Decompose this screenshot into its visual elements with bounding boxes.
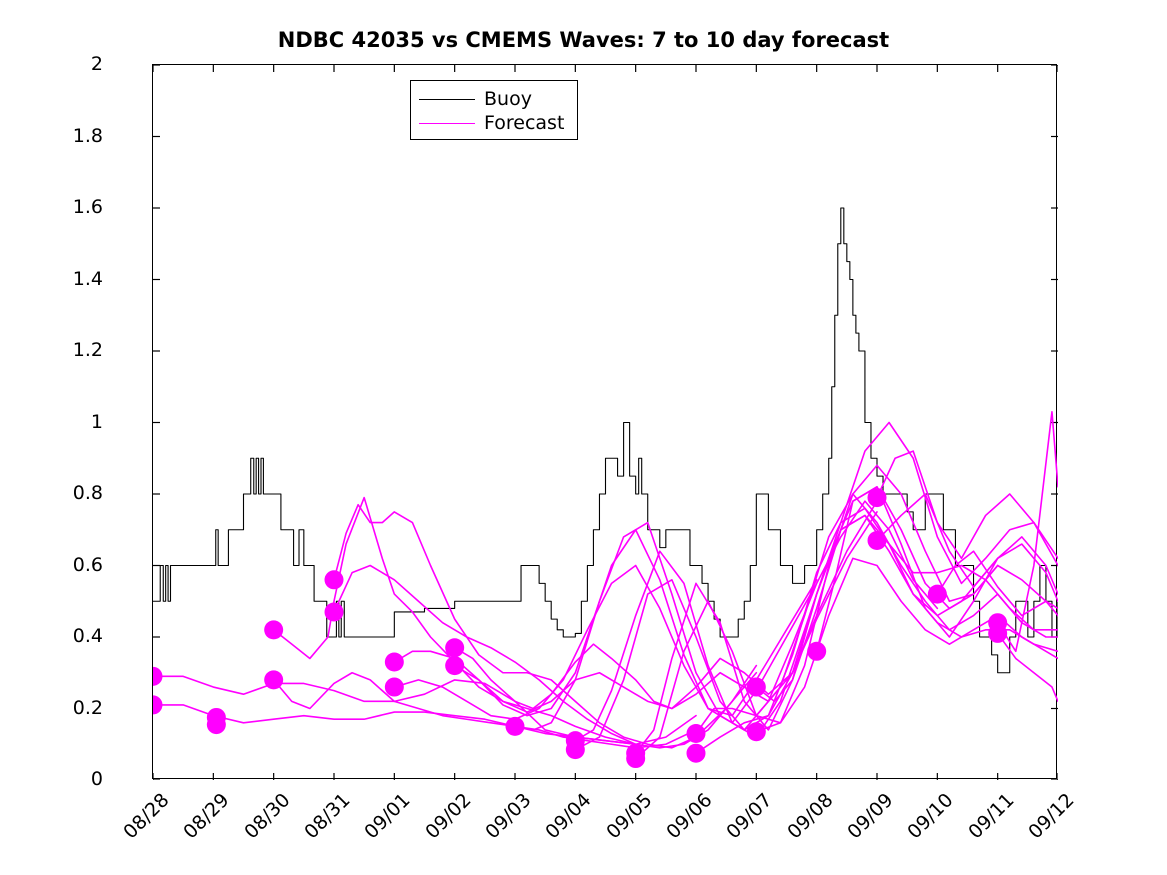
forecast-start-marker [626, 749, 646, 769]
plot-area [152, 64, 1058, 780]
legend-item-buoy: Buoy [419, 87, 569, 111]
forecast-series-line [876, 450, 1058, 567]
forecast-series-line [272, 671, 697, 749]
y-axis-tick-label: 1.2 [72, 339, 103, 361]
x-axis-tick-label: 09/11 [963, 789, 1019, 844]
legend-line-buoy-icon [419, 98, 475, 100]
x-axis-tick-label: 09/05 [601, 789, 657, 844]
page-title: NDBC 42035 vs CMEMS Waves: 7 to 10 day f… [277, 28, 890, 52]
forecast-series-line [876, 493, 1058, 603]
legend: Buoy Forecast [410, 80, 578, 140]
x-axis-tick-label: 09/04 [541, 789, 596, 844]
y-axis-tick-label: 0 [90, 768, 103, 790]
forecast-series-line [514, 500, 939, 731]
legend-line-forecast-icon [419, 122, 475, 124]
x-axis-tick-label: 08/31 [300, 789, 355, 844]
forecast-start-marker [867, 488, 887, 508]
forecast-start-marker [445, 638, 465, 658]
forecast-start-marker [867, 530, 887, 550]
forecast-start-marker [264, 670, 284, 690]
legend-label-forecast: Forecast [484, 111, 565, 134]
y-axis-tick-label: 0.8 [72, 482, 103, 504]
forecast-start-marker [384, 652, 404, 672]
x-axis-tick-label: 09/07 [722, 789, 777, 844]
forecast-start-marker [988, 623, 1008, 643]
y-axis-tick-label: 0.6 [72, 553, 103, 576]
axis-ticks [153, 65, 1058, 780]
x-axis-tick-label: 08/29 [179, 789, 234, 844]
x-axis-tick-label: 09/06 [662, 789, 717, 844]
forecast-series-line [936, 550, 1058, 617]
y-axis-tick-label: 1.6 [72, 196, 103, 218]
y-axis-tick-label: 2 [90, 53, 103, 75]
forecast-start-marker [153, 666, 163, 686]
buoy-series-line [153, 207, 1058, 674]
forecast-series-line [634, 464, 1058, 760]
forecast-series-line [755, 557, 1058, 733]
y-axis-tick-label: 1 [90, 410, 103, 433]
forecast-series-line [755, 514, 1058, 703]
x-axis-tick-label: 09/01 [360, 789, 415, 844]
forecast-start-marker [445, 656, 465, 676]
forecast-start-marker [206, 715, 226, 735]
forecast-series-line [634, 421, 1058, 754]
forecast-start-marker [686, 743, 706, 763]
forecast-start-marker [324, 602, 344, 622]
forecast-series-line [574, 486, 999, 742]
x-axis-tick-label: 09/10 [903, 789, 958, 844]
forecast-series-line [815, 486, 1058, 653]
forecast-start-markers [153, 488, 1008, 769]
forecast-start-marker [505, 716, 525, 736]
x-axis-tick-label: 08/28 [119, 789, 174, 844]
forecast-series-line [996, 410, 1058, 653]
x-axis-tick-label: 09/02 [420, 789, 476, 844]
y-axis-tick-label: 1.8 [72, 124, 103, 147]
x-axis-tick-label: 09/09 [843, 789, 898, 844]
legend-item-forecast: Forecast [419, 111, 569, 135]
forecast-start-marker [686, 724, 706, 744]
forecast-start-marker [264, 620, 284, 640]
plot-svg [153, 65, 1058, 780]
forecast-start-marker [746, 722, 766, 742]
forecast-series-line [333, 564, 758, 749]
x-axis-tick-label: 09/03 [481, 789, 536, 844]
y-axis-tick-label: 0.2 [72, 696, 103, 719]
y-axis-tick-label: 0.4 [72, 625, 103, 647]
forecast-start-marker [746, 677, 766, 697]
forecast-start-marker [565, 740, 585, 760]
legend-label-buoy: Buoy [484, 87, 532, 110]
forecast-series-line [996, 632, 1058, 703]
forecast-start-marker [807, 641, 827, 661]
forecast-start-marker [324, 570, 344, 590]
forecast-start-marker [153, 695, 163, 715]
x-axis-tick-label: 08/30 [239, 789, 295, 844]
forecast-series-line [272, 496, 697, 746]
forecast-start-marker [384, 677, 404, 697]
forecast-start-marker [927, 584, 947, 604]
x-axis-tick-label: 09/12 [1024, 789, 1079, 844]
x-axis-tick-label: 09/08 [782, 789, 838, 844]
y-axis-tick-label: 1.4 [72, 267, 103, 290]
